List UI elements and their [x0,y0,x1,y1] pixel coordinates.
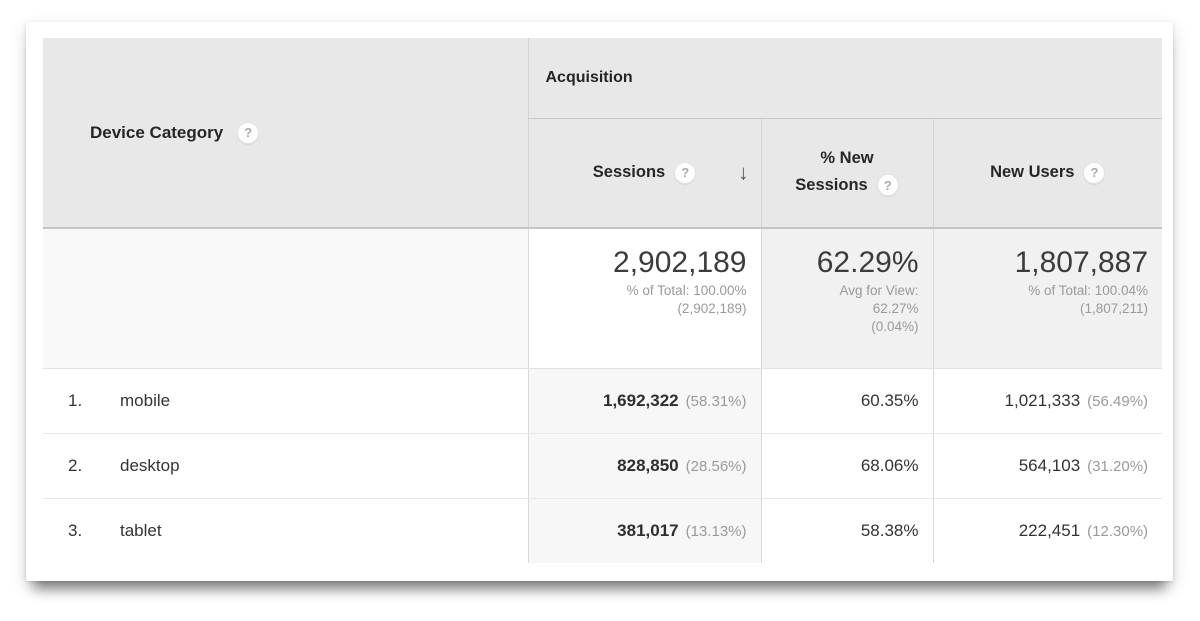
sort-desc-arrow-icon[interactable]: ↓ [738,161,749,185]
sessions-value: 828,850 [617,455,679,475]
new-users-total-raw: (1,807,211) [1079,301,1149,316]
table-row: 2. desktop 828,850 (28.56%) 68.06% 564,103… [43,433,1163,499]
sessions-cell: 1,692,322 (58.31%) [527,368,761,434]
sessions-pct: (28.56%) [685,457,747,475]
device-cell: 3. tablet [43,498,528,563]
new-users-pct: (31.20%) [1087,457,1149,475]
sessions-total-raw: (2,902,189) [677,301,747,316]
new-users-total-value: 1,807,887 [1014,246,1149,279]
table-row: 1. mobile 1,692,322 (58.31%) 60.35% 1,021,… [43,368,1163,434]
new-users-value: 222,451 [1018,520,1081,540]
device-category-label: Device Category [90,122,224,142]
new-sessions-avg-label: Avg for View: [839,283,919,298]
new-sessions-avg-cell: 62.29% Avg for View: 62.27% (0.04%) [760,228,933,369]
new-users-cell: 222,451 (12.30%) [932,498,1163,563]
row-rank: 3. [68,520,83,540]
sessions-label: Sessions [592,163,666,182]
device-cell: 2. desktop [43,433,528,499]
sessions-total-pct: % of Total: 100.00% [626,283,747,298]
new-users-total-pct: % of Total: 100.04% [1028,283,1149,298]
new-users-cell: 1,021,333 (56.49%) [932,368,1163,434]
new-users-pct: (56.49%) [1087,392,1149,410]
new-sessions-avg-pct: 62.27% [872,301,919,316]
new-users-cell: 564,103 (31.20%) [932,433,1163,499]
help-icon[interactable]: ? [876,174,899,197]
sessions-pct: (13.13%) [685,522,747,540]
new-sessions-label-line2: Sessions [795,175,868,194]
help-icon[interactable]: ? [237,121,260,144]
device-link-desktop[interactable]: desktop [120,455,180,475]
sessions-value: 1,692,322 [602,390,679,410]
new-sessions-cell: 58.38% [760,498,933,563]
help-icon[interactable]: ? [674,161,697,184]
totals-row: 2,902,189 % of Total: 100.00% (2,902,189… [43,228,1163,369]
new-users-value: 564,103 [1018,455,1081,475]
table-row: 3. tablet 381,017 (13.13%) 58.38% 222,451 (… [43,498,1163,563]
new-users-pct: (12.30%) [1087,522,1149,540]
sessions-column-header[interactable]: Sessions ? ↓ [527,118,761,229]
acquisition-label: Acquisition [545,68,633,86]
new-users-label: New Users [990,163,1075,182]
sessions-value: 381,017 [617,520,679,540]
new-sessions-cell: 60.35% [760,368,933,434]
sessions-total-cell: 2,902,189 % of Total: 100.00% (2,902,189… [527,228,761,369]
new-users-total-cell: 1,807,887 % of Total: 100.04% (1,807,211… [932,228,1163,369]
acquisition-group-header: Acquisition [527,38,1163,119]
new-sessions-value: 60.35% [860,390,919,410]
row-rank: 2. [68,455,83,475]
new-sessions-cell: 68.06% [760,433,933,499]
sessions-pct: (58.31%) [685,392,747,410]
sessions-cell: 381,017 (13.13%) [527,498,761,563]
analytics-table: Device Category ? Acquisition Sessions ? [43,38,1163,563]
report-card: Device Category ? Acquisition Sessions ? [26,22,1173,581]
device-cell: 1. mobile [43,368,528,434]
new-users-column-header[interactable]: New Users ? [932,118,1163,229]
sessions-total-value: 2,902,189 [613,246,747,279]
new-sessions-label-line1: % New [820,149,874,168]
new-sessions-column-header[interactable]: % New Sessions ? [760,118,933,229]
new-users-value: 1,021,333 [1004,390,1081,410]
row-rank: 1. [68,390,83,410]
help-icon[interactable]: ? [1083,161,1106,184]
new-sessions-value: 58.38% [860,520,919,540]
device-link-tablet[interactable]: tablet [120,520,162,540]
new-sessions-value: 68.06% [860,455,919,475]
new-sessions-avg-delta: (0.04%) [871,319,919,334]
device-link-mobile[interactable]: mobile [120,390,171,410]
device-category-header: Device Category ? [43,38,528,229]
totals-dimension-cell [43,228,528,369]
sessions-cell: 828,850 (28.56%) [527,433,761,499]
new-sessions-avg-value: 62.29% [816,246,919,279]
